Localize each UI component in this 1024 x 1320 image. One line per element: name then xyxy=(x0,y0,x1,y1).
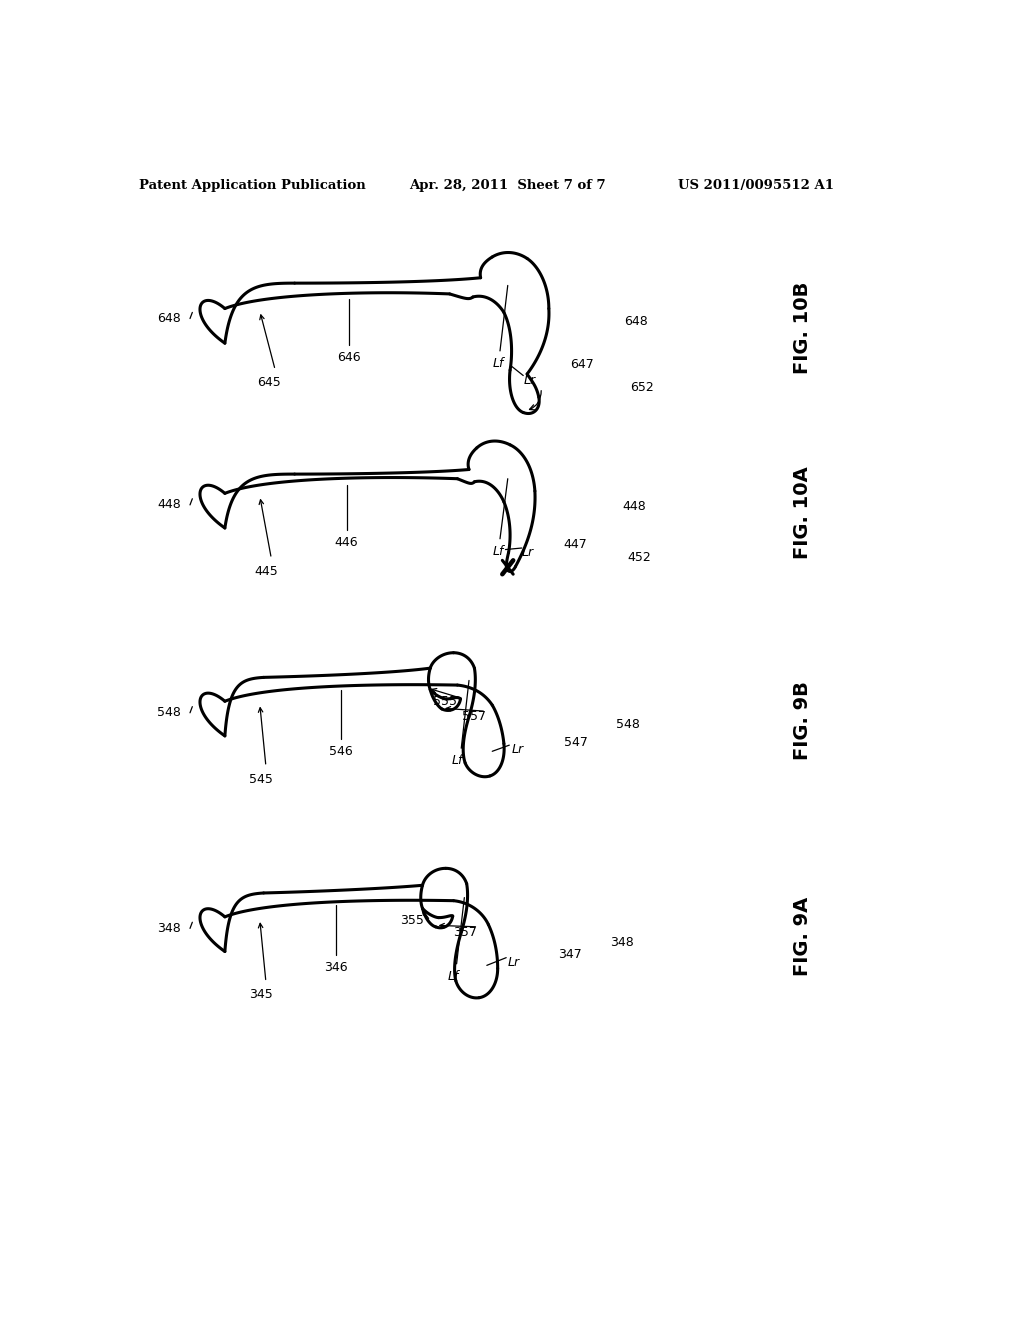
Text: 445: 445 xyxy=(254,565,278,578)
Text: 348: 348 xyxy=(157,921,180,935)
Text: 448: 448 xyxy=(157,499,180,511)
Text: Apr. 28, 2011  Sheet 7 of 7: Apr. 28, 2011 Sheet 7 of 7 xyxy=(410,178,606,191)
Text: Lr: Lr xyxy=(521,546,534,560)
Text: FIG. 9B: FIG. 9B xyxy=(793,681,812,760)
Text: 652: 652 xyxy=(630,381,654,395)
Text: 355: 355 xyxy=(400,915,424,927)
Text: 452: 452 xyxy=(628,550,651,564)
Text: 446: 446 xyxy=(335,536,358,549)
Text: Lr: Lr xyxy=(523,374,536,387)
Text: 646: 646 xyxy=(337,351,360,364)
Text: 347: 347 xyxy=(558,948,582,961)
Text: Lr: Lr xyxy=(508,956,520,969)
Text: 555: 555 xyxy=(433,694,458,708)
Text: 545: 545 xyxy=(250,774,273,785)
Text: 346: 346 xyxy=(324,961,347,974)
Text: 448: 448 xyxy=(623,500,646,513)
FancyArrowPatch shape xyxy=(529,391,542,411)
Text: 557: 557 xyxy=(462,710,486,723)
Text: Lf: Lf xyxy=(493,545,504,558)
Text: FIG. 10A: FIG. 10A xyxy=(793,466,812,558)
Text: Lf: Lf xyxy=(452,755,463,767)
Text: FIG. 9A: FIG. 9A xyxy=(793,896,812,975)
Text: 548: 548 xyxy=(157,706,180,719)
Text: 357: 357 xyxy=(453,925,477,939)
Text: 648: 648 xyxy=(624,315,648,329)
Text: Lr: Lr xyxy=(512,743,523,756)
Text: 548: 548 xyxy=(616,718,640,731)
Text: 546: 546 xyxy=(330,744,353,758)
Text: 645: 645 xyxy=(257,376,281,388)
Text: 345: 345 xyxy=(250,989,273,1002)
Text: 547: 547 xyxy=(563,735,588,748)
Text: US 2011/0095512 A1: US 2011/0095512 A1 xyxy=(678,178,834,191)
Text: 647: 647 xyxy=(569,358,594,371)
Text: Lf: Lf xyxy=(447,970,459,983)
Text: 447: 447 xyxy=(563,539,588,552)
Text: Patent Application Publication: Patent Application Publication xyxy=(138,178,366,191)
Text: Lf: Lf xyxy=(493,358,504,370)
Text: FIG. 10B: FIG. 10B xyxy=(793,281,812,374)
Text: 648: 648 xyxy=(157,312,180,325)
Text: 348: 348 xyxy=(610,936,634,949)
